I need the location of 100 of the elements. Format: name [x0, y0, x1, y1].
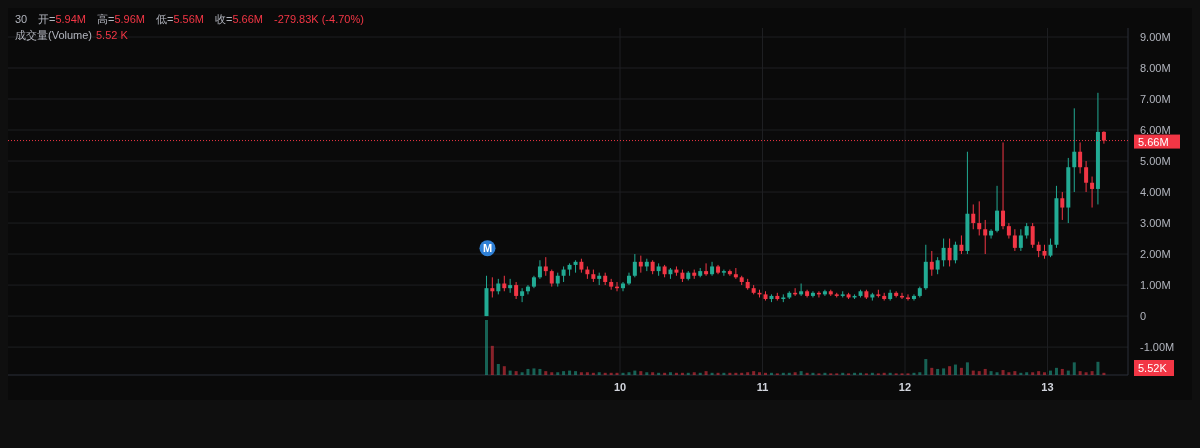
bar	[1025, 372, 1029, 375]
bar	[1078, 371, 1082, 375]
bar	[579, 372, 583, 375]
x-tick-label: 10	[613, 381, 627, 393]
candlestick	[721, 269, 726, 277]
y-tick-label: 1.00M	[1140, 279, 1171, 292]
bar	[1013, 371, 1017, 375]
candlestick	[1090, 176, 1095, 209]
candlestick	[995, 185, 1000, 233]
bar	[1060, 368, 1064, 375]
bar	[1048, 370, 1052, 375]
candlestick	[1084, 160, 1089, 193]
text: -279.83K (-4.70%)	[274, 13, 364, 25]
y-tick-label: -1.00M	[1140, 341, 1175, 354]
bar	[1031, 372, 1035, 375]
x-tick-label: 13	[1041, 381, 1054, 393]
bar	[953, 364, 957, 375]
bar	[746, 372, 750, 375]
bar	[633, 370, 637, 375]
bar	[520, 372, 524, 375]
candlestick	[977, 200, 982, 236]
y-tick-label: 8.00M	[1140, 62, 1171, 74]
y-tick-label: 4.00M	[1140, 186, 1171, 199]
bar	[983, 368, 987, 375]
bar	[930, 367, 934, 375]
bar	[758, 372, 762, 375]
y-tick-label: 3.00M	[1140, 217, 1171, 230]
candlestick	[799, 283, 804, 297]
candlestick	[1048, 238, 1053, 258]
bar	[514, 371, 518, 375]
bar	[942, 368, 946, 375]
text: 5.52K	[1138, 362, 1168, 374]
bar	[1066, 370, 1070, 375]
candlestick	[508, 278, 513, 294]
bar	[959, 367, 963, 375]
candlestick	[1012, 228, 1017, 252]
bar	[668, 372, 672, 375]
bar	[977, 371, 981, 375]
bar	[995, 372, 999, 375]
candlestick	[929, 250, 934, 277]
bar	[645, 372, 649, 375]
bar	[627, 372, 631, 375]
candlestick	[822, 289, 827, 297]
bar	[752, 371, 756, 375]
bar	[1054, 367, 1058, 375]
bar	[1001, 370, 1005, 375]
annotation: 5.52 K	[96, 29, 129, 41]
bar	[651, 372, 655, 375]
chart-title: 成交量(Volume)	[15, 29, 93, 41]
bar	[490, 345, 494, 375]
y-tick-label: 2.00M	[1140, 248, 1171, 261]
candlestick	[953, 241, 958, 264]
candlestick	[543, 256, 548, 277]
bar	[538, 368, 542, 375]
candlestick	[727, 269, 732, 277]
chart-title: 30	[15, 13, 28, 25]
bar	[989, 371, 993, 375]
bar	[556, 372, 560, 375]
candlestick	[947, 238, 952, 267]
candlestick	[1072, 107, 1077, 193]
candlestick	[632, 253, 637, 278]
bar	[1072, 362, 1076, 375]
bar	[639, 371, 643, 375]
bar	[1096, 361, 1100, 375]
bar	[526, 368, 530, 375]
bar	[496, 364, 500, 375]
candlestick	[733, 267, 738, 280]
y-tick-label: 5.00M	[1140, 155, 1171, 168]
bar	[704, 371, 708, 375]
bar	[585, 372, 589, 375]
bar	[502, 366, 506, 375]
bar	[532, 368, 536, 375]
candlestick	[704, 262, 709, 277]
bar	[1084, 372, 1088, 375]
bar	[508, 370, 512, 375]
candlestick	[905, 293, 910, 302]
candlestick	[490, 276, 495, 298]
bar	[948, 366, 952, 375]
text: 低=5.56M	[156, 13, 205, 25]
candlestick	[1030, 222, 1035, 249]
candlestick	[1060, 191, 1065, 221]
candlestick	[537, 259, 542, 280]
bar	[692, 372, 696, 375]
bar	[550, 372, 554, 375]
bar	[1037, 371, 1041, 375]
bar	[924, 359, 928, 375]
bar	[793, 372, 797, 375]
bar	[568, 370, 572, 375]
bar	[965, 362, 969, 375]
bar	[1007, 372, 1011, 375]
candlestick	[911, 293, 916, 302]
bar	[562, 371, 566, 375]
bar	[971, 370, 975, 375]
y-tick-label: 0	[1140, 310, 1147, 323]
candlestick	[971, 203, 976, 230]
y-tick-label: 9.00M	[1140, 30, 1171, 43]
candlestick	[520, 287, 525, 303]
ref-line-label: 5.66M	[1138, 135, 1169, 148]
candlestick	[1001, 141, 1006, 230]
bar	[484, 320, 488, 375]
